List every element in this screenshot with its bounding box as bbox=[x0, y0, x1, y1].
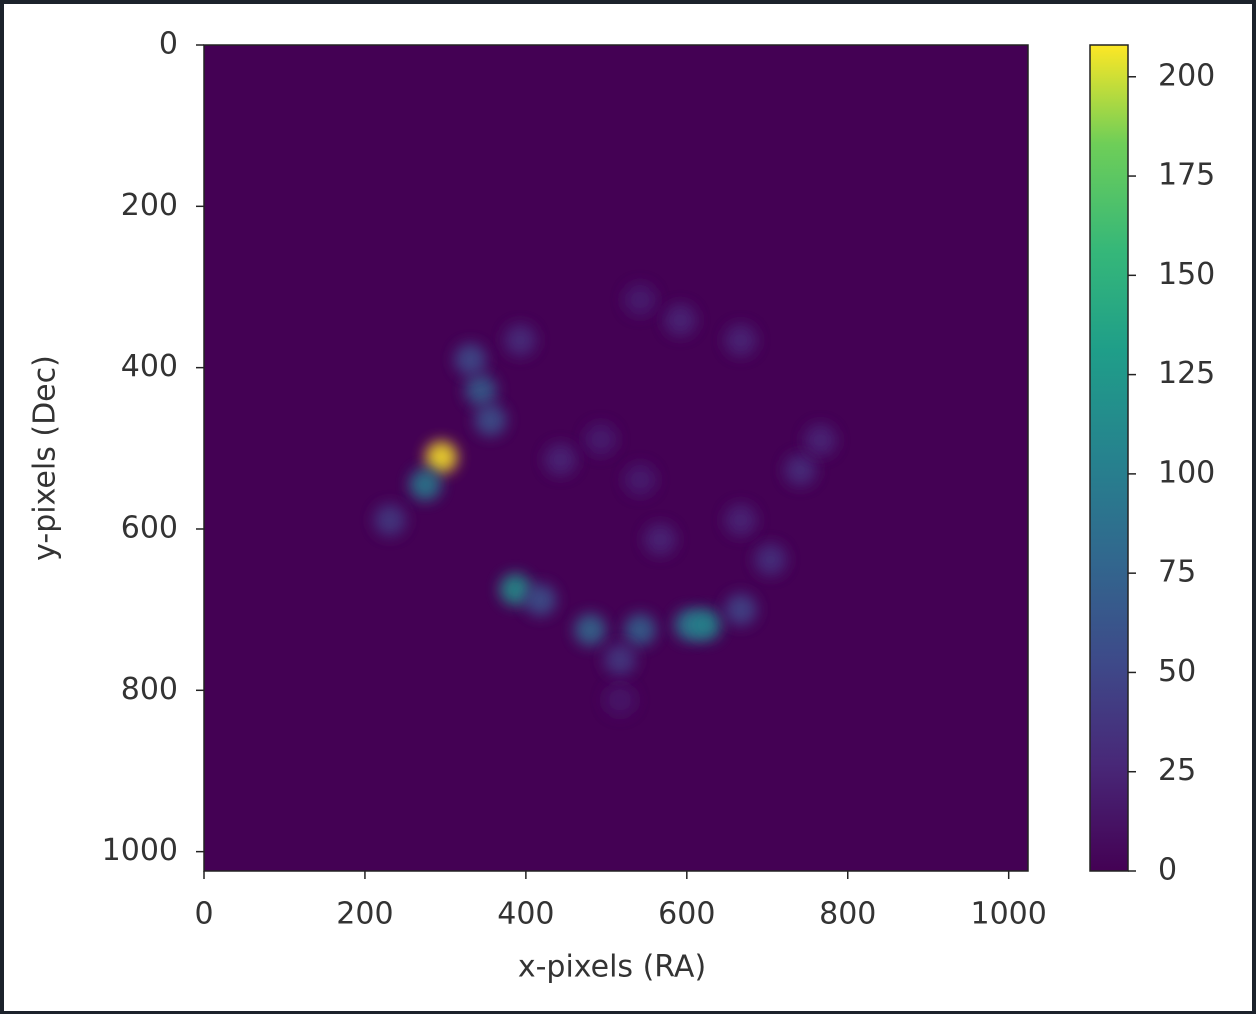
y-axis-label: y-pixels (Dec) bbox=[28, 355, 63, 561]
colorbar-tick-label: 200 bbox=[1158, 58, 1215, 93]
intensity-blob bbox=[644, 523, 677, 556]
intensity-blob bbox=[574, 613, 607, 646]
y-tick-label: 800 bbox=[121, 672, 178, 707]
colorbar-tick-label: 75 bbox=[1158, 555, 1196, 590]
y-tick-label: 1000 bbox=[102, 833, 178, 868]
y-tick-label: 0 bbox=[159, 27, 178, 62]
x-tick-label: 400 bbox=[497, 897, 554, 932]
intensity-blob bbox=[373, 504, 406, 537]
intensity-blob bbox=[504, 324, 537, 357]
intensity-blob bbox=[604, 643, 637, 676]
colorbar-tick-label: 25 bbox=[1158, 753, 1196, 788]
intensity-blob bbox=[584, 423, 617, 456]
intensity-blob bbox=[544, 443, 577, 476]
intensity-blob bbox=[524, 583, 557, 616]
intensity-blob bbox=[499, 573, 532, 606]
colorbar-tick-label: 100 bbox=[1158, 455, 1215, 490]
intensity-blob bbox=[425, 441, 458, 474]
intensity-blob bbox=[409, 468, 442, 501]
y-tick-label: 400 bbox=[121, 349, 178, 384]
colorbar-tick-label: 0 bbox=[1158, 853, 1177, 888]
x-tick-label: 600 bbox=[658, 897, 715, 932]
intensity-blob bbox=[724, 504, 757, 537]
y-tick-label: 600 bbox=[121, 510, 178, 545]
intensity-blob bbox=[624, 613, 657, 646]
intensity-blob bbox=[664, 304, 697, 337]
intensity-blob bbox=[784, 454, 817, 487]
colorbar bbox=[1089, 44, 1129, 872]
intensity-blob bbox=[624, 463, 657, 496]
intensity-blob bbox=[804, 424, 837, 457]
x-tick-label: 200 bbox=[336, 897, 393, 932]
image-background bbox=[204, 45, 1028, 871]
y-tick-label: 200 bbox=[121, 188, 178, 223]
colorbar-tick-label: 150 bbox=[1158, 257, 1215, 292]
intensity-blob bbox=[724, 593, 757, 626]
x-tick-label: 0 bbox=[194, 897, 213, 932]
image-layer bbox=[373, 283, 837, 716]
colorbar-tick-label: 125 bbox=[1158, 356, 1215, 391]
intensity-blob bbox=[754, 543, 787, 576]
intensity-blob bbox=[474, 404, 507, 437]
colorbar-tick-label: 50 bbox=[1158, 654, 1196, 689]
intensity-blob bbox=[624, 283, 657, 316]
intensity-blob bbox=[724, 324, 757, 357]
colorbar-tick-label: 175 bbox=[1158, 158, 1215, 193]
x-axis-label: x-pixels (RA) bbox=[518, 950, 706, 985]
intensity-blob bbox=[464, 374, 497, 407]
intensity-blob bbox=[689, 608, 722, 641]
x-tick-label: 800 bbox=[819, 897, 876, 932]
x-tick-label: 1000 bbox=[971, 897, 1047, 932]
plot-frame bbox=[203, 44, 1029, 872]
intensity-blob bbox=[604, 683, 637, 716]
intensity-blob bbox=[454, 343, 487, 376]
